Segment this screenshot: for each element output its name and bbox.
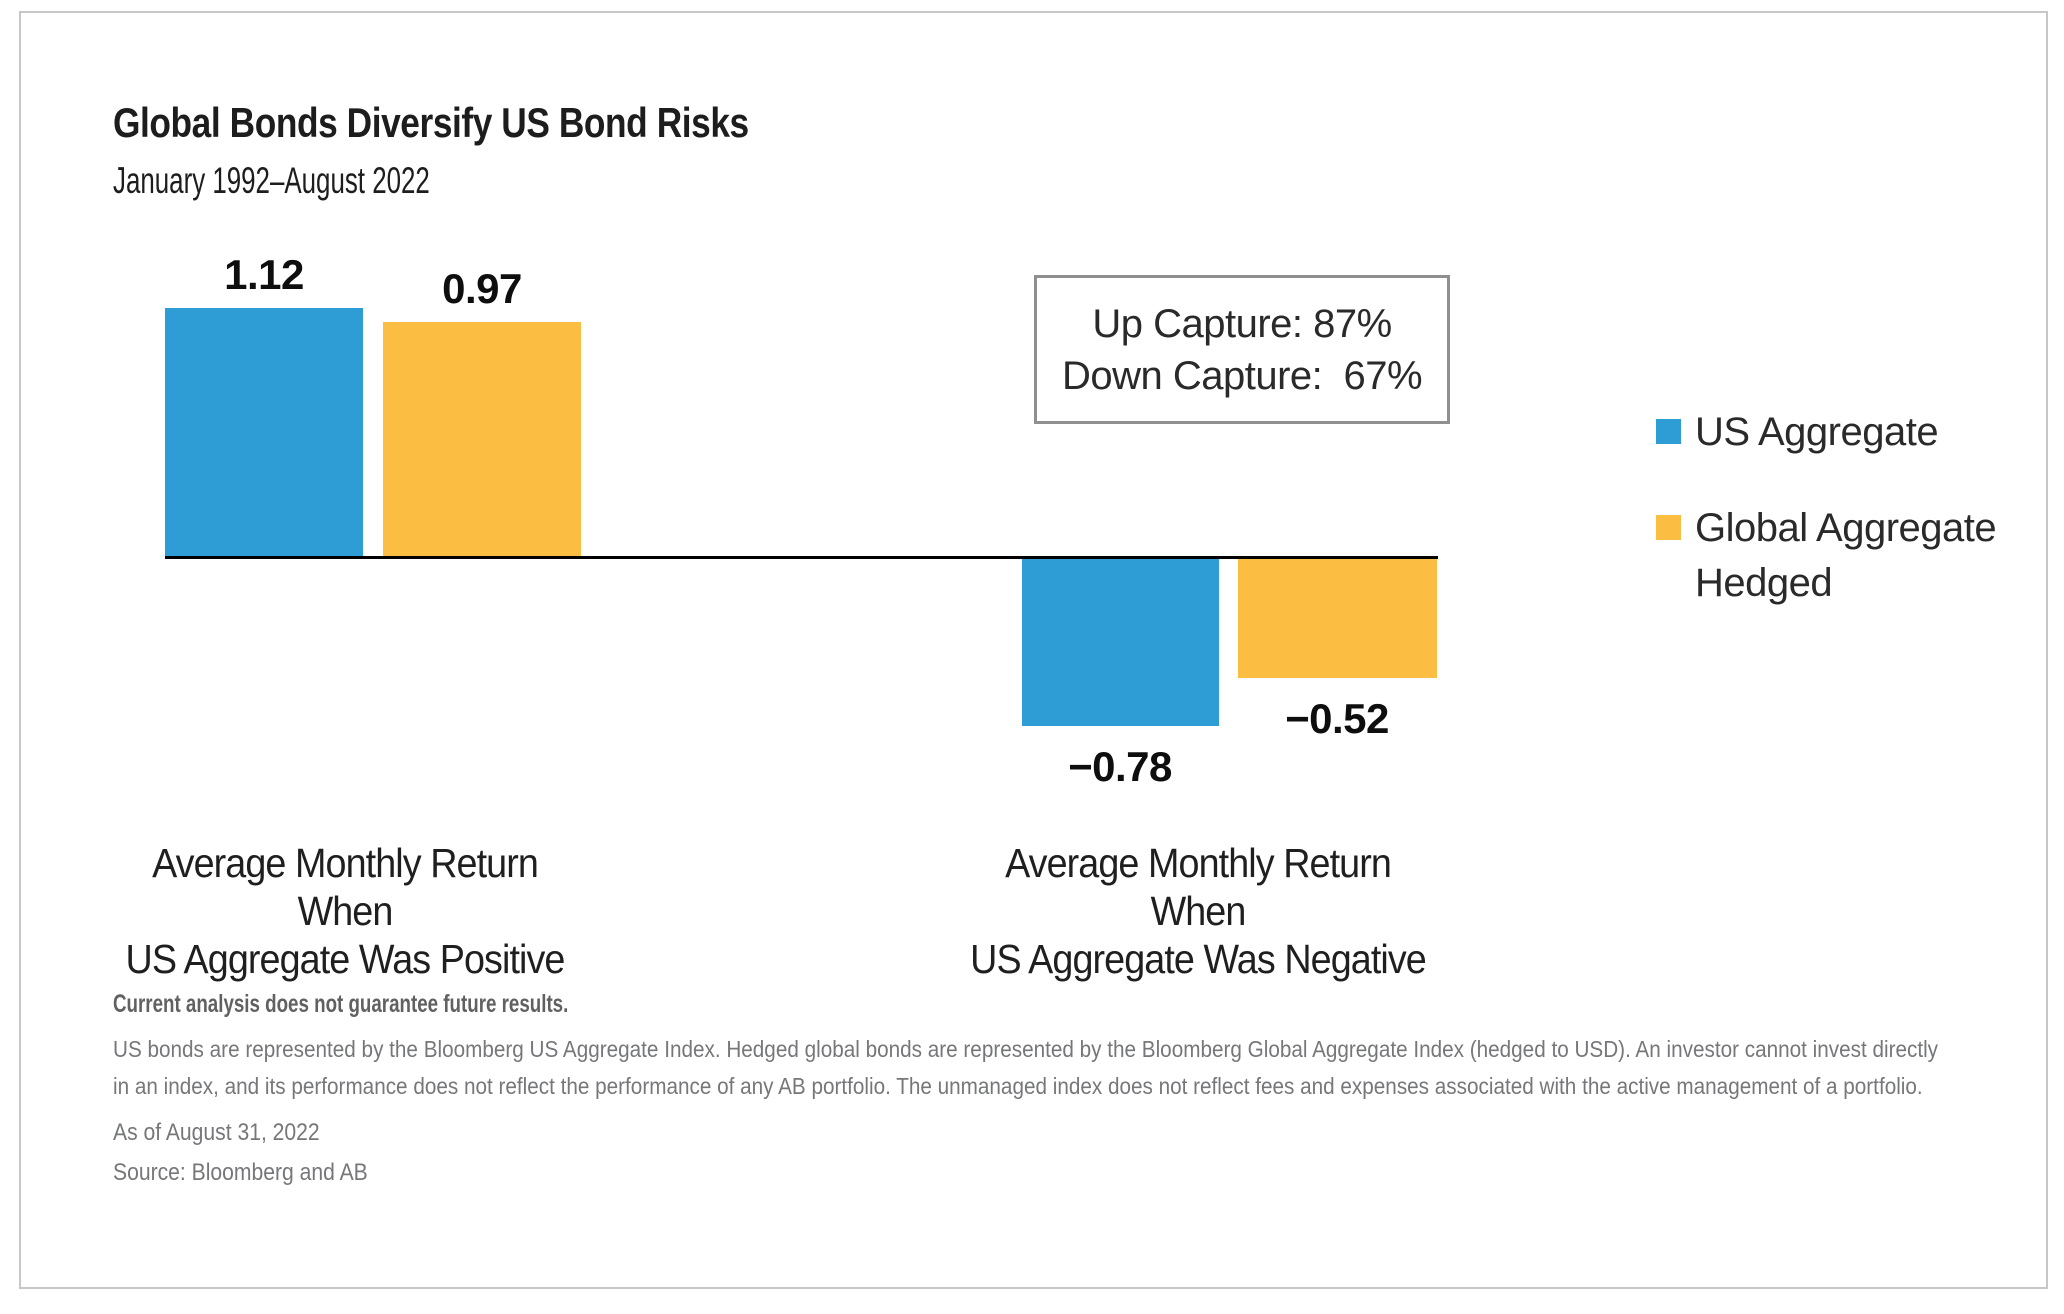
legend-swatch-global-aggregate-hedged (1656, 515, 1681, 540)
value-label-global-negative: −0.52 (1285, 695, 1389, 742)
capture-annotation-box: Up Capture: 87% Down Capture: 67% (1034, 275, 1450, 424)
x-axis-label-positive: Average Monthly Return When US Aggregate… (125, 840, 566, 982)
value-label-us-positive: 1.12 (224, 251, 304, 298)
footnote-as-of: As of August 31, 2022 (113, 1119, 320, 1146)
x-axis-line (165, 556, 1438, 559)
capture-annotation-text: Up Capture: 87% Down Capture: 67% (1061, 301, 1423, 398)
value-label-global-positive: 0.97 (442, 265, 522, 312)
footnote-line-1: US bonds are represented by the Bloomber… (113, 1036, 1939, 1062)
legend-item-global-aggregate-hedged: Global Aggregate Hedged (1656, 501, 1997, 611)
footnote-disclaimer-bold: Current analysis does not guarantee futu… (113, 990, 569, 1018)
legend-swatch-us-aggregate (1656, 419, 1681, 444)
page-title: Global Bonds Diversify US Bond Risks (113, 99, 749, 146)
legend-item-us-aggregate: US Aggregate (1656, 405, 1939, 460)
x-axis-label-negative: Average Monthly Return When US Aggregate… (970, 840, 1427, 982)
bar-us-aggregate-negative (1022, 559, 1219, 726)
value-label-us-negative: −0.78 (1068, 743, 1172, 790)
bar-us-aggregate-positive (165, 308, 363, 556)
legend-label-us-aggregate: US Aggregate (1695, 410, 1939, 454)
footnote-source: Source: Bloomberg and AB (113, 1159, 368, 1186)
chart-card: Global Bonds Diversify US Bond Risks Jan… (19, 11, 2048, 1289)
page-subtitle: January 1992–August 2022 (113, 160, 430, 201)
footnote-line-2: in an index, and its performance does no… (113, 1073, 1923, 1099)
bar-global-aggregate-positive (383, 322, 581, 556)
legend-label-global-aggregate-hedged: Global Aggregate Hedged (1695, 506, 1997, 605)
bar-global-aggregate-negative (1238, 559, 1437, 678)
